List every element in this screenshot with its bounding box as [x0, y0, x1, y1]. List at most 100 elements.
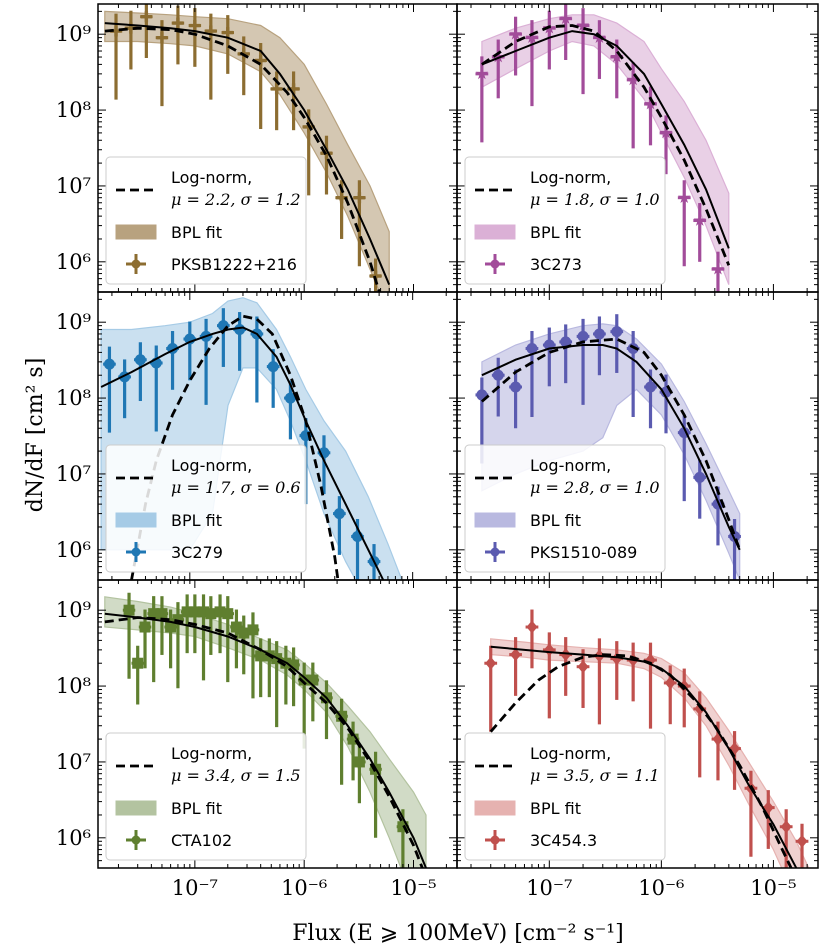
- data-point: [525, 331, 539, 418]
- legend-bpl-label: BPL fit: [171, 799, 222, 818]
- data-point: [140, 4, 153, 58]
- ticks: [98, 580, 457, 869]
- data-point: [266, 349, 280, 408]
- plot-area: [475, 4, 731, 292]
- legend-bpl-swatch: [115, 512, 157, 528]
- data-point: [610, 314, 624, 373]
- data-point: [155, 596, 169, 655]
- data-point: [576, 649, 590, 708]
- data-point: [677, 180, 691, 267]
- marker: [189, 606, 201, 618]
- data-point: [693, 459, 707, 519]
- data-point: [270, 641, 283, 728]
- marker: [694, 702, 706, 716]
- legend-bpl-swatch: [474, 512, 516, 528]
- y-tick-label: 10⁸: [56, 386, 91, 410]
- marker: [230, 621, 242, 633]
- marker: [140, 11, 152, 23]
- marker: [576, 18, 590, 31]
- lognorm-line: [481, 24, 731, 266]
- bpl-fit-line: [481, 30, 730, 249]
- marker: [526, 620, 538, 634]
- marker: [560, 648, 572, 662]
- data-point: [509, 369, 522, 429]
- marker: [626, 73, 640, 86]
- marker: [347, 733, 359, 745]
- marker: [307, 674, 319, 686]
- legend: Log-norm, μ = 3.5, σ = 1.1 BPL fit 3C454.3: [464, 732, 666, 861]
- data-point: [475, 56, 489, 143]
- marker: [525, 31, 539, 43]
- x-tick-label: 10⁻⁷: [172, 876, 218, 900]
- legend-lognorm-label: Log-norm,: [171, 456, 252, 475]
- data-point: [284, 380, 297, 440]
- data-point: [559, 637, 573, 696]
- x-tick-label: 10⁻⁷: [526, 876, 572, 900]
- legend-lognorm-label: Log-norm,: [530, 168, 611, 187]
- marker: [214, 606, 226, 618]
- plot-area: [475, 314, 742, 580]
- y-tick-label: 10⁶: [56, 826, 91, 850]
- legend-lognorm-label: Log-norm,: [530, 456, 611, 475]
- legend-box: [464, 444, 666, 573]
- data-point: [353, 180, 366, 267]
- x-tick-label: 10⁻⁶: [638, 876, 684, 900]
- legend-bpl-label: BPL fit: [171, 511, 222, 530]
- data-point: [795, 823, 809, 868]
- legend-lognorm-params: μ = 3.4, σ = 1.5: [171, 766, 301, 785]
- x-tick-label: 10⁻⁵: [390, 876, 436, 900]
- data-point: [122, 592, 136, 679]
- marker: [132, 657, 144, 669]
- marker: [247, 624, 259, 636]
- marker: [205, 608, 217, 620]
- data-point: [525, 609, 539, 669]
- legend-bpl-swatch: [115, 800, 157, 816]
- marker: [644, 97, 657, 110]
- marker: [509, 27, 522, 40]
- y-tick-label: 10⁹: [56, 310, 91, 334]
- data-point: [204, 13, 218, 100]
- legend-source-label: PKSB1222+216: [171, 255, 297, 274]
- legend: Log-norm, μ = 2.8, σ = 1.0 BPL fit PKS1510-…: [464, 444, 666, 573]
- legend-source-label: 3C273: [530, 255, 582, 274]
- legend-box: [464, 156, 666, 285]
- plot-area: [484, 609, 810, 868]
- data-point: [353, 744, 366, 804]
- plot-area: [104, 4, 391, 292]
- marker: [510, 648, 522, 662]
- y-tick-label: 10⁹: [56, 22, 91, 46]
- data-point: [230, 609, 243, 669]
- data-point: [559, 4, 573, 60]
- y-tick-label: 10⁷: [56, 750, 91, 774]
- legend-bpl-swatch: [115, 224, 157, 240]
- panels-group: 10⁶ 10⁷ 10⁸ 10⁹ Log-norm, μ = 2.2, σ = 1.2 BPL…: [56, 3, 819, 900]
- bpl-fit-line: [104, 612, 427, 868]
- marker: [103, 358, 115, 370]
- legend-source-label: 3C454.3: [530, 831, 597, 850]
- data-point: [270, 71, 283, 131]
- legend-lognorm-label: Log-norm,: [171, 168, 252, 187]
- marker: [492, 50, 505, 63]
- legend-source-label: PKS1510-089: [530, 543, 637, 562]
- marker: [139, 621, 151, 633]
- panel-3c273: Log-norm, μ = 1.8, σ = 1.0 BPL fit 3C273: [456, 3, 819, 293]
- bpl-band: [490, 638, 810, 868]
- marker: [610, 50, 624, 63]
- data-point: [134, 342, 147, 402]
- legend-lognorm-params: μ = 1.7, σ = 0.6: [171, 478, 301, 497]
- panel-pksb1222-216: 10⁶ 10⁷ 10⁸ 10⁹ Log-norm, μ = 2.2, σ = 1.2 BPL…: [56, 3, 458, 293]
- marker: [189, 20, 201, 32]
- legend-bpl-label: BPL fit: [530, 223, 581, 242]
- legend-data-marker: [131, 259, 141, 269]
- marker: [165, 621, 177, 633]
- data-point: [164, 609, 177, 669]
- ticks: [457, 580, 818, 869]
- marker: [148, 608, 160, 620]
- data-point: [693, 203, 707, 262]
- marker: [172, 17, 184, 29]
- marker: [172, 614, 184, 626]
- legend-box: [105, 732, 307, 861]
- y-tick-label: 10⁸: [56, 674, 91, 698]
- legend-data-marker: [490, 259, 500, 269]
- panel-3c454-3: 10⁻⁷ 10⁻⁶ 10⁻⁵ Log-norm, μ = 3.5, σ = 1.1 BPL…: [456, 579, 819, 900]
